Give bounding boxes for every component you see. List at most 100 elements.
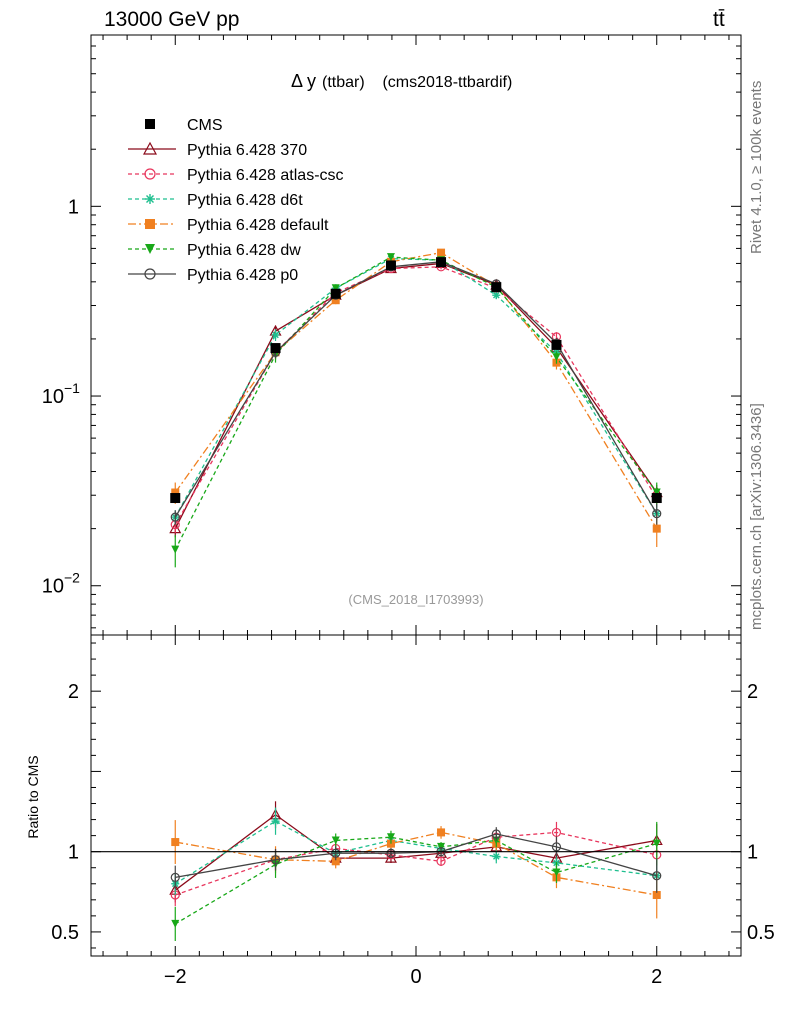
legend-marker [145, 244, 155, 254]
ratio-series-3 [171, 820, 661, 919]
ratio-series-line [174, 836, 657, 925]
ratio-point [652, 871, 662, 881]
ratio-point [386, 848, 396, 858]
legend-item-5: Pythia 6.428 dw [128, 242, 301, 259]
ratio-point [271, 817, 280, 826]
legend-label: Pythia 6.428 d6t [187, 192, 303, 209]
ratio-point [171, 919, 180, 928]
series-point [652, 488, 661, 497]
legend-item-1: Pythia 6.428 370 [128, 141, 307, 159]
ratio-point [652, 891, 661, 900]
series-2 [171, 254, 661, 525]
legend-marker [145, 219, 155, 229]
series-3 [171, 248, 661, 548]
data-point [491, 282, 502, 293]
ratio-series-5 [170, 827, 662, 893]
legend-marker [144, 268, 156, 280]
ratio-series-line [175, 831, 657, 896]
data-point [436, 257, 447, 268]
ratio-point [491, 829, 501, 839]
legend-item-6: Pythia 6.428 p0 [128, 267, 298, 284]
series-line [174, 256, 658, 550]
data-series [170, 257, 662, 504]
legend: CMS Pythia 6.428 370 Pythia 6.428 atlas-cs… [128, 117, 344, 284]
series-point [170, 512, 180, 522]
series-line [174, 251, 658, 529]
legend-marker [145, 194, 155, 204]
y-tick-label: 10 [42, 576, 64, 598]
legend-marker [142, 141, 158, 155]
ratio-point [552, 868, 561, 877]
energy-label: 13000 GeV pp [104, 8, 240, 31]
ratio-point [331, 848, 341, 858]
legend-label: Pythia 6.428 dw [187, 242, 301, 259]
legend-label: Pythia 6.428 atlas-csc [187, 167, 344, 184]
ratio-point [331, 836, 340, 845]
series-line [174, 261, 658, 518]
series-point [652, 524, 661, 533]
series-point [171, 488, 180, 497]
data-point [270, 343, 281, 354]
data-point [551, 339, 562, 350]
legend-item-3: Pythia 6.428 d6t [128, 192, 303, 209]
ratio-y-tick-label: 0.5 [51, 922, 79, 944]
ratio-axis-label: Ratio to CMS [25, 755, 41, 838]
source-label: mcplots.cern.ch [arXiv:1306.3436] [748, 403, 765, 630]
legend-label: Pythia 6.428 default [187, 217, 329, 234]
y-tick-label-exponent: −2 [64, 570, 80, 586]
title-prefix: Δ y [291, 71, 316, 91]
ratio-point [551, 827, 562, 838]
y-tick-label: 10 [42, 386, 64, 408]
watermark: (CMS_2018_I1703993) [348, 592, 483, 607]
ratio-series-4 [171, 821, 661, 941]
ratio-point [386, 833, 395, 842]
legend-marker [144, 168, 156, 180]
ratio-series-line [174, 820, 657, 885]
ratio-point [551, 842, 562, 852]
ratio-series-line [175, 833, 657, 878]
data-point [330, 288, 341, 299]
series-line [174, 262, 658, 529]
series-point [492, 291, 501, 300]
ratio-y-tick-label: 1 [68, 842, 79, 864]
ratio-point [437, 828, 446, 837]
process-label: tt̄ [713, 8, 725, 31]
y-tick-label-exponent: −1 [64, 380, 80, 396]
ratio-point [492, 852, 501, 861]
ratio-y-tick-label: 2 [68, 681, 79, 703]
chart-title: Δ y (ttbar) (cms2018-ttbardif) [291, 71, 512, 91]
ratio-y-tick-label-right: 1 [747, 842, 758, 864]
y-tick-label: 1 [68, 196, 79, 218]
series-point [552, 353, 561, 362]
title-var: (ttbar) [322, 74, 365, 91]
ratio-point [652, 839, 661, 848]
ratio-series-line [174, 813, 657, 891]
series-point [331, 284, 340, 293]
data-point [385, 260, 396, 271]
x-tick-label: 2 [651, 966, 662, 988]
series-point [271, 330, 280, 339]
ratio-point [331, 857, 340, 866]
title-suffix: (cms2018-ttbardif) [378, 74, 512, 91]
ratio-series-line [175, 831, 657, 896]
series-4 [171, 253, 661, 568]
legend-item-0: CMS [145, 117, 223, 134]
series-1 [170, 262, 662, 533]
series-point [171, 545, 180, 554]
legend-label: CMS [187, 117, 223, 134]
ratio-point [437, 842, 446, 851]
ratio-point [171, 838, 180, 847]
ratio-point [170, 872, 180, 882]
legend-label: Pythia 6.428 p0 [187, 267, 298, 284]
series-point [652, 509, 662, 519]
legend-label: Pythia 6.428 370 [187, 142, 307, 159]
ratio-frame [90, 634, 742, 957]
ratio-point [436, 856, 446, 866]
x-tick-label: −2 [164, 966, 187, 988]
series-point [331, 296, 340, 305]
legend-item-4: Pythia 6.428 default [128, 217, 329, 234]
data-point [170, 493, 181, 504]
series-point [386, 253, 395, 262]
ratio-y-tick-label-right: 0.5 [747, 922, 775, 944]
